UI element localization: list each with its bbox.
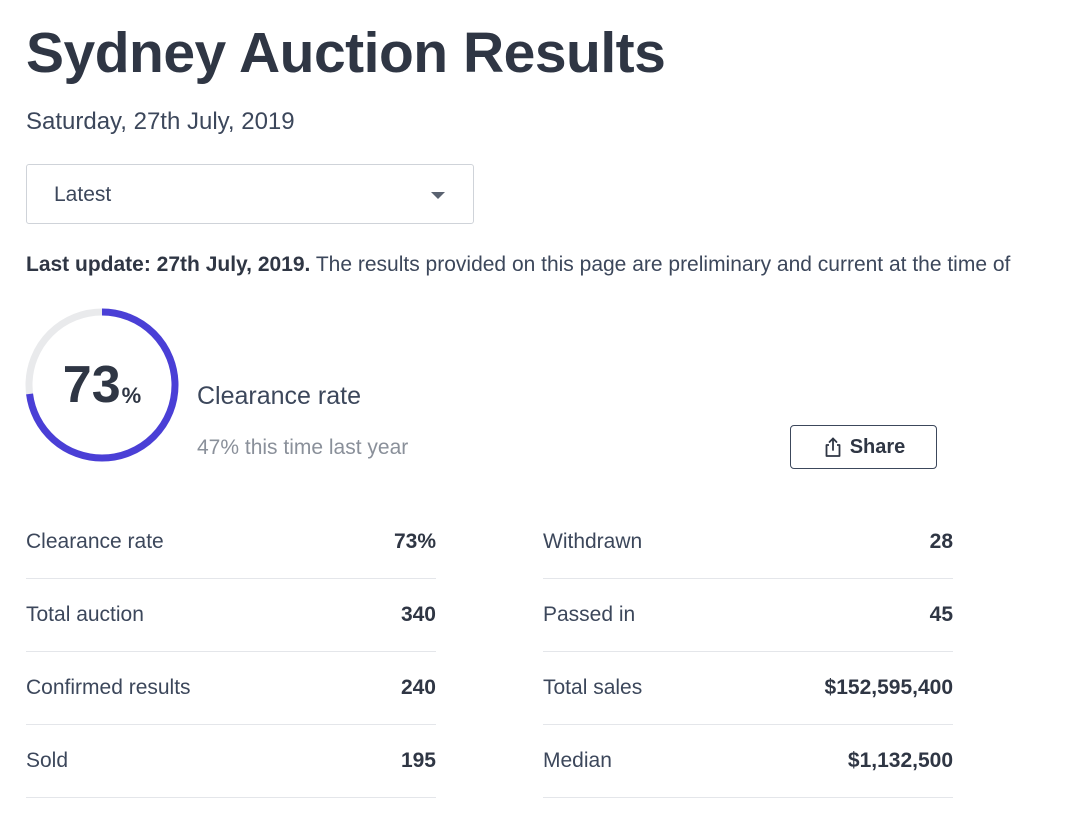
stat-row-total-auction: Total auction 340 bbox=[26, 579, 436, 652]
stat-row-confirmed-results: Confirmed results 240 bbox=[26, 652, 436, 725]
ring-progress bbox=[25, 308, 179, 462]
stat-value: 240 bbox=[400, 676, 436, 699]
select-value: Latest bbox=[54, 183, 112, 206]
stat-label: Total auction bbox=[26, 603, 144, 626]
progress-ring-icon bbox=[25, 308, 179, 462]
stat-row-sold: Sold 195 bbox=[26, 725, 436, 798]
results-date: Saturday, 27th July, 2019 bbox=[26, 108, 295, 135]
last-update-notice: Last update: 27th July, 2019. The result… bbox=[26, 250, 1010, 280]
update-disclaimer: The results provided on this page are pr… bbox=[315, 253, 1011, 276]
last-year-comparison: 47% this time last year bbox=[197, 436, 409, 459]
ring-value: 73% bbox=[24, 307, 180, 463]
page-title: Sydney Auction Results bbox=[26, 21, 666, 85]
clearance-rate-ring: 73% bbox=[24, 307, 180, 463]
percent-sign: % bbox=[121, 383, 142, 408]
last-update-date: Last update: 27th July, 2019. bbox=[26, 253, 311, 276]
stats-table-left: Clearance rate 73% Total auction 340 Con… bbox=[26, 506, 436, 798]
clearance-rate-number: 73 bbox=[62, 356, 121, 414]
stat-label: Sold bbox=[26, 749, 69, 772]
share-button[interactable]: Share bbox=[790, 425, 937, 469]
stat-label: Withdrawn bbox=[543, 530, 643, 553]
results-period-select[interactable]: Latest bbox=[26, 164, 474, 224]
clearance-rate-label: Clearance rate bbox=[197, 382, 361, 410]
stat-row-passed-in: Passed in 45 bbox=[543, 579, 953, 652]
stat-value: 73% bbox=[393, 530, 436, 553]
stat-label: Median bbox=[543, 749, 612, 772]
stat-row-total-sales: Total sales $152,595,400 bbox=[543, 652, 953, 725]
stat-value: $1,132,500 bbox=[847, 749, 953, 772]
stat-value: 28 bbox=[929, 530, 953, 553]
stat-value: 195 bbox=[400, 749, 436, 772]
caret-down-icon bbox=[431, 192, 445, 199]
stat-row-withdrawn: Withdrawn 28 bbox=[543, 506, 953, 579]
stat-value: $152,595,400 bbox=[824, 676, 953, 699]
stat-label: Confirmed results bbox=[26, 676, 191, 699]
stat-row-median: Median $1,132,500 bbox=[543, 725, 953, 798]
stats-table-right: Withdrawn 28 Passed in 45 Total sales $1… bbox=[543, 506, 953, 798]
share-icon bbox=[825, 437, 841, 457]
stat-label: Total sales bbox=[543, 676, 643, 699]
stat-label: Clearance rate bbox=[26, 530, 164, 553]
stat-value: 45 bbox=[929, 603, 953, 626]
stat-row-clearance-rate: Clearance rate 73% bbox=[26, 506, 436, 579]
stat-label: Passed in bbox=[543, 603, 636, 626]
stat-value: 340 bbox=[400, 603, 436, 626]
share-label: Share bbox=[849, 436, 906, 458]
